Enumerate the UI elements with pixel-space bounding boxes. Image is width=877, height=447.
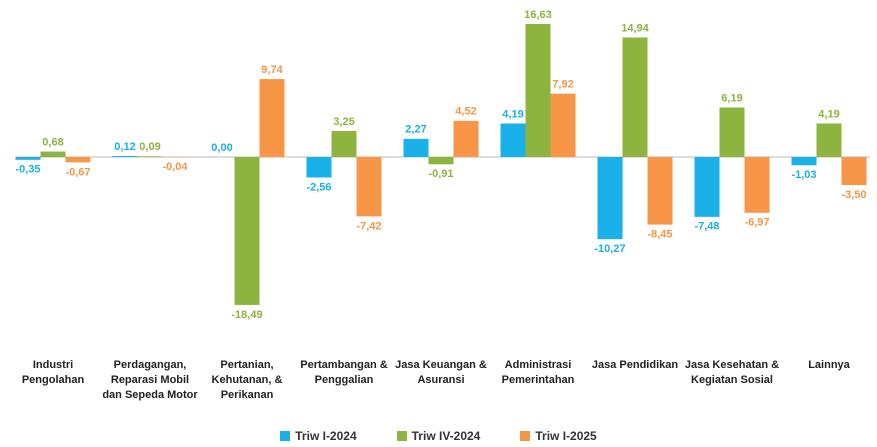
data-label: -0,67: [65, 166, 90, 178]
bar: [500, 123, 526, 157]
data-label: -18,49: [231, 309, 262, 321]
x-tick-label: Pertambangan & Penggalian: [300, 359, 388, 386]
x-tick-label: Lainnya: [808, 359, 850, 371]
x-tick-label: Perdagangan, Reparasi Mobil dan Sepeda M…: [102, 359, 198, 401]
bar: [331, 131, 357, 157]
x-tick-label: Jasa Keuangan & Asuransi: [395, 359, 487, 386]
data-label: 0,68: [42, 136, 63, 148]
bar: [40, 151, 66, 157]
x-tick-label: Pertanian, Kehutanan, & Perikanan: [211, 359, 283, 401]
bar: [694, 157, 720, 217]
bar: [306, 157, 332, 178]
x-tick-label: Jasa Pendidikan: [591, 359, 679, 371]
x-tick-label: Industri Pengolahan: [21, 359, 85, 386]
bar: [259, 79, 285, 157]
data-label: 14,94: [621, 22, 649, 34]
data-label: -0,04: [162, 161, 188, 173]
data-label: -7,42: [356, 220, 381, 232]
bar: [597, 157, 623, 240]
x-tick-label: Jasa Kesehatan & Kegiatan Sosial: [684, 359, 780, 386]
legend-label: Triw I-2025: [535, 429, 597, 443]
data-label: 7,92: [552, 79, 573, 91]
data-label: -8,45: [647, 229, 672, 241]
bar: [234, 157, 260, 305]
legend: Triw I-2024 Triw IV-2024 Triw I-2025: [0, 429, 877, 443]
bar: [525, 23, 551, 158]
bar: [356, 157, 382, 217]
legend-label: Triw IV-2024: [411, 429, 481, 443]
bar: [65, 157, 91, 163]
bar: [719, 107, 745, 157]
bar: [453, 120, 479, 157]
data-label: -0,91: [428, 168, 453, 180]
data-label: 4,19: [818, 108, 839, 120]
bar: [15, 157, 41, 160]
bar: [112, 156, 138, 157]
data-label: -10,27: [594, 243, 625, 255]
data-label: 16,63: [524, 9, 552, 21]
data-label: 4,19: [502, 108, 523, 120]
legend-item: Triw I-2025: [520, 429, 597, 443]
bar: [791, 157, 817, 166]
bar: [816, 123, 842, 157]
data-label: 9,74: [261, 64, 283, 76]
bar: [137, 156, 163, 157]
bar: [622, 37, 648, 158]
data-label: 0,00: [211, 142, 232, 154]
legend-item: Triw I-2024: [280, 429, 357, 443]
legend-swatch: [396, 431, 407, 441]
data-label: 2,27: [405, 124, 426, 136]
bar: [647, 157, 673, 225]
legend-swatch: [280, 431, 291, 441]
data-label: -3,50: [841, 189, 866, 201]
data-label: -0,35: [15, 164, 40, 176]
data-label: 3,25: [333, 116, 354, 128]
bar: [550, 93, 576, 157]
data-label: -7,48: [694, 221, 719, 233]
data-label: 0,09: [139, 141, 160, 153]
bar: [428, 157, 454, 165]
data-label: 0,12: [114, 141, 135, 153]
legend-swatch: [520, 431, 531, 441]
legend-label: Triw I-2024: [295, 429, 357, 443]
data-label: 4,52: [455, 106, 476, 118]
data-label: 6,19: [721, 92, 742, 104]
bar: [403, 138, 429, 157]
data-label: -2,56: [306, 181, 331, 193]
legend-item: Triw IV-2024: [396, 429, 481, 443]
x-tick-label: Administrasi Pemerintahan: [501, 359, 575, 386]
data-label: -1,03: [791, 169, 816, 181]
bar: [841, 157, 867, 185]
bar: [744, 157, 770, 213]
data-label: -6,97: [744, 217, 769, 229]
